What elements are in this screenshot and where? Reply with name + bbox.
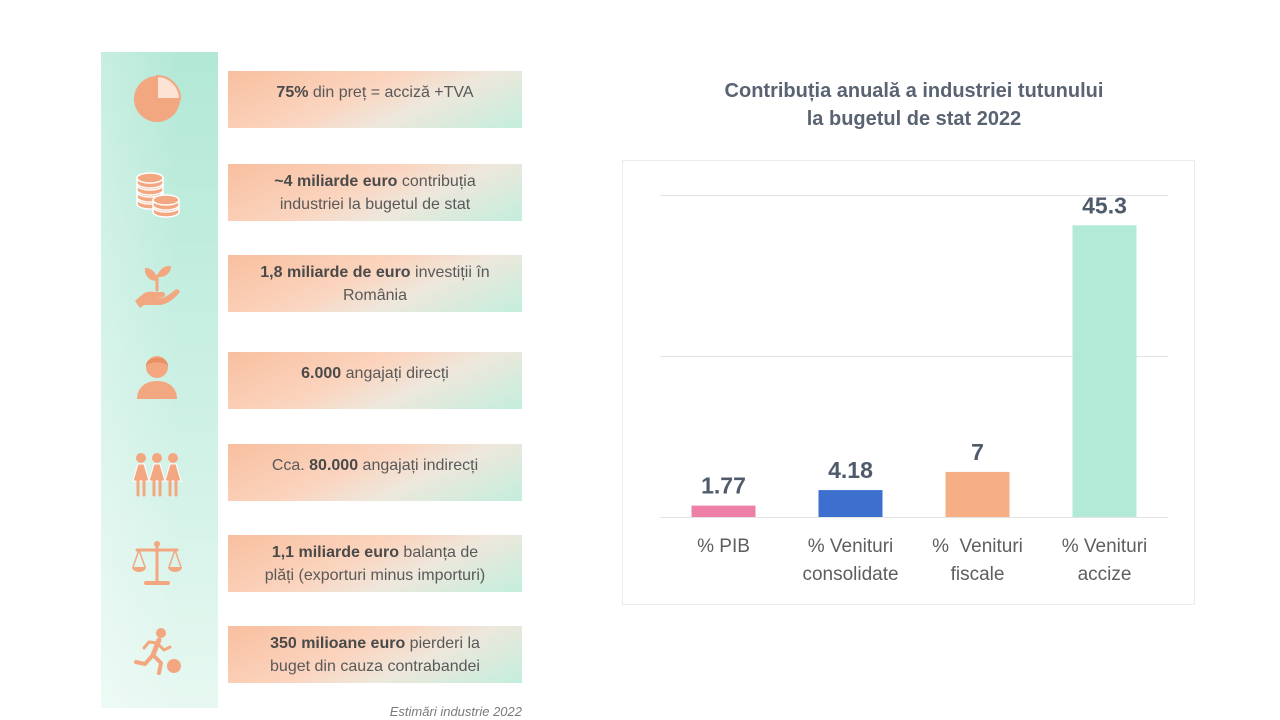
running-thief-icon — [131, 626, 183, 678]
fact-detail: balanța de plăți (exporturi minus import… — [264, 543, 486, 584]
hand-plant-icon — [131, 259, 183, 311]
fact-text: 1,8 miliarde de euro investiții în Român… — [260, 261, 489, 307]
fact-box: 1,8 miliarde de euro investiții în Român… — [228, 255, 522, 312]
x-tick-label: % Venituri fiscale — [932, 536, 1023, 585]
scales-icon — [131, 537, 183, 589]
x-tick-label: % PIB — [697, 536, 750, 557]
pie-chart-icon — [131, 73, 183, 125]
bar — [691, 505, 756, 517]
fact-box: 75% din preț = acciză +TVA — [228, 71, 522, 128]
fact-prefix: Cca. — [271, 457, 310, 474]
chart-panel: 1.77 4.18 7 45.3 % PIB % Venituri consolidat… — [622, 160, 1195, 605]
fact-text: 350 milioane euro pierderi la buget din … — [270, 632, 480, 678]
fact-highlight: 75% — [276, 84, 309, 101]
chart-plot: 1.77 4.18 7 45.3 — [660, 192, 1168, 518]
data-label: 1.77 — [701, 473, 746, 499]
fact-box: 6.000 angajați direcți — [228, 352, 522, 409]
fact-text: ~4 miliarde euro contribuția industriei … — [274, 170, 475, 216]
icon-strip — [101, 52, 218, 708]
bar — [1072, 225, 1137, 517]
bar — [818, 490, 883, 517]
fact-box: Cca. 80.000 angajați indirecți — [228, 444, 522, 501]
chart-title: Contribuția anuală a industriei tutunulu… — [724, 80, 1104, 130]
fact-highlight: ~4 miliarde euro — [274, 172, 398, 190]
fact-highlight: 350 milioane euro — [270, 634, 406, 652]
fact-detail: din preț = acciză +TVA — [308, 84, 474, 101]
bar — [945, 471, 1010, 517]
fact-text: 1,1 miliarde euro balanța de plăți (expo… — [265, 541, 486, 587]
fact-text: 75% din preț = acciză +TVA — [276, 82, 473, 104]
data-label: 7 — [971, 439, 984, 465]
fact-box: ~4 miliarde euro contribuția industriei … — [228, 164, 522, 221]
x-tick-label: % Venituri consolidate — [802, 536, 899, 585]
x-tick-label: % Venituri accize — [1061, 536, 1148, 585]
data-label: 45.3 — [1082, 192, 1127, 218]
women-group-icon — [131, 449, 183, 501]
fact-highlight: 1,1 miliarde euro — [271, 543, 399, 561]
fact-detail: contribuția industriei la bugetul de sta… — [279, 172, 476, 213]
fact-text: 6.000 angajați direcți — [301, 363, 449, 385]
worker-icon — [131, 349, 183, 401]
fact-highlight: 6.000 — [301, 365, 342, 382]
fact-detail: investiții în România — [342, 263, 490, 304]
source-footnote: Estimări industrie 2022 — [389, 704, 522, 719]
data-label: 4.18 — [828, 457, 873, 483]
fact-highlight: 80.000 — [309, 457, 359, 474]
fact-box: 350 milioane euro pierderi la buget din … — [228, 626, 522, 683]
coins-icon — [131, 167, 183, 219]
fact-detail: angajați direcți — [341, 365, 449, 382]
fact-highlight: 1,8 miliarde de euro — [260, 263, 411, 281]
fact-detail: pierderi la buget din cauza contrabandei — [270, 634, 480, 675]
fact-text: Cca. 80.000 angajați indirecți — [272, 455, 478, 477]
fact-detail: angajați indirecți — [358, 457, 479, 474]
fact-box: 1,1 miliarde euro balanța de plăți (expo… — [228, 535, 522, 592]
